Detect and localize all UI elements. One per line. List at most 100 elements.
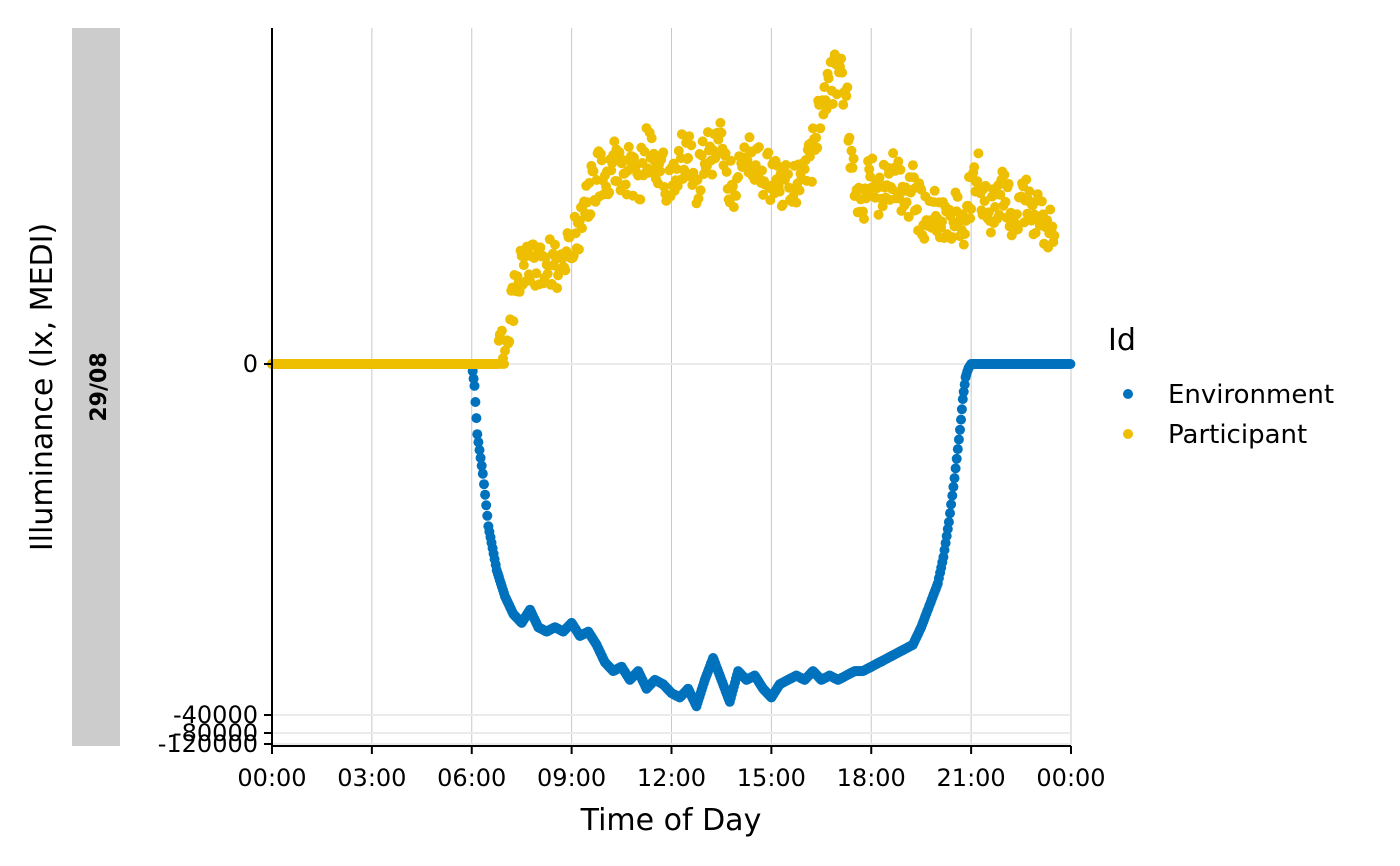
data-point: [836, 53, 847, 64]
facet-strip-label: 29/08: [87, 352, 112, 421]
data-point: [1012, 224, 1023, 235]
data-point: [841, 91, 852, 101]
data-point: [888, 148, 899, 159]
legend-participant-marker: [1123, 429, 1133, 439]
data-point: [990, 202, 1001, 212]
data-point: [471, 413, 482, 424]
data-point: [470, 397, 481, 407]
data-point: [758, 189, 769, 200]
data-point: [504, 336, 515, 347]
grid: [271, 28, 1072, 746]
data-point: [799, 164, 810, 175]
data-point: [959, 229, 970, 239]
data-point: [476, 460, 487, 471]
data-point: [945, 508, 955, 519]
data-point: [728, 202, 739, 213]
data-point: [791, 197, 802, 208]
data-points: [267, 49, 1076, 712]
data-point: [1065, 359, 1076, 369]
data-point: [550, 239, 560, 250]
x-axis-title: Time of Day: [580, 803, 762, 838]
data-point: [949, 473, 960, 484]
data-point: [951, 453, 962, 464]
data-point: [574, 215, 585, 226]
data-point: [620, 179, 631, 190]
x-tick-label: 06:00: [437, 764, 506, 792]
data-point: [780, 160, 791, 170]
data-point: [847, 162, 858, 173]
data-point: [950, 463, 961, 474]
data-point: [959, 379, 970, 390]
data-point: [481, 500, 492, 511]
data-point: [979, 196, 990, 206]
data-point: [742, 155, 753, 166]
data-point: [919, 233, 930, 244]
data-point: [893, 156, 904, 167]
data-point: [895, 164, 906, 175]
data-point: [721, 166, 732, 177]
data-point: [846, 145, 857, 156]
data-point: [985, 227, 996, 238]
x-tick-label: 18:00: [837, 764, 906, 792]
data-point: [937, 216, 947, 227]
data-point: [472, 429, 483, 440]
data-point: [947, 490, 958, 501]
data-point: [966, 204, 977, 214]
data-point: [480, 489, 491, 500]
data-point: [1047, 221, 1058, 232]
data-point: [473, 437, 484, 448]
data-point: [557, 253, 568, 264]
data-point: [953, 434, 964, 445]
data-point: [873, 209, 884, 220]
data-point: [684, 131, 695, 142]
data-point: [552, 283, 563, 294]
data-point: [838, 99, 849, 110]
data-point: [573, 244, 584, 255]
data-point: [952, 444, 963, 455]
y-tick-label: -80000: [173, 719, 258, 747]
data-point: [857, 206, 868, 217]
data-point: [827, 99, 838, 109]
data-point: [903, 211, 914, 222]
data-point: [695, 185, 706, 196]
data-point: [609, 136, 620, 147]
data-point: [727, 181, 738, 192]
legend-title: Id: [1108, 323, 1136, 358]
data-point: [604, 187, 615, 198]
data-point: [757, 165, 767, 176]
data-point: [783, 169, 793, 180]
data-point: [648, 148, 659, 159]
data-point: [635, 194, 646, 205]
x-tick-label: 00:00: [1036, 764, 1105, 792]
data-point: [815, 123, 826, 134]
data-point: [474, 445, 485, 455]
y-axis-title: Illuminance (lx, MEDI): [25, 223, 60, 551]
data-point: [671, 164, 682, 174]
data-point: [947, 232, 958, 243]
data-point: [958, 386, 969, 397]
data-point: [720, 148, 731, 159]
data-point: [912, 204, 922, 215]
data-point: [952, 191, 963, 202]
data-point: [614, 147, 625, 158]
data-point: [956, 414, 966, 425]
data-point: [588, 166, 599, 177]
data-point: [859, 213, 869, 224]
data-point: [794, 185, 805, 196]
data-point: [508, 316, 519, 327]
y-tick-label: -120000: [158, 730, 258, 758]
y-tick-label: -40000: [173, 701, 258, 729]
data-point: [955, 424, 965, 435]
data-point: [806, 176, 817, 187]
data-point: [1024, 186, 1035, 197]
x-tick-label: 21:00: [937, 764, 1006, 792]
y-tick-label: 0: [243, 350, 258, 378]
data-point: [907, 160, 918, 171]
data-point: [496, 325, 507, 336]
data-point: [958, 239, 969, 250]
data-point: [596, 155, 607, 166]
data-point: [715, 117, 726, 128]
legend-environment-label: Environment: [1168, 380, 1334, 410]
axes: 00:00 03:00 06:00 09:00 12:00 15:00 18:00 21:00…: [158, 28, 1106, 792]
